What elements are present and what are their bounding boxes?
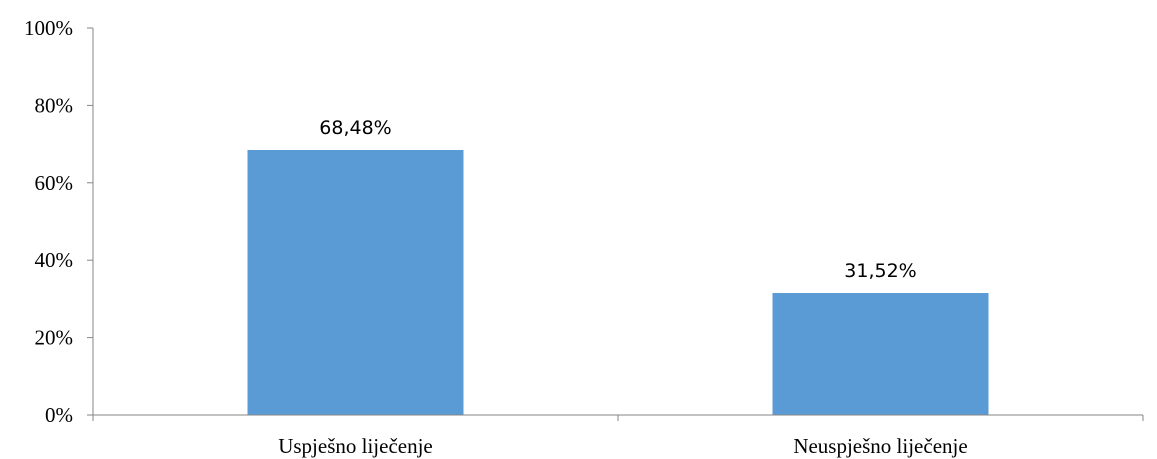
bar-value-label: 31,52% xyxy=(844,260,916,282)
category-label: Uspješno liječenje xyxy=(278,434,433,458)
y-tick-label: 20% xyxy=(35,326,74,350)
bars xyxy=(247,149,989,415)
category-labels: Uspješno liječenje Neuspješno liječenje xyxy=(278,434,967,458)
category-label: Neuspješno liječenje xyxy=(793,434,967,458)
data-labels: 68,48% 31,52% xyxy=(319,117,916,282)
x-axis-ticks xyxy=(92,415,1144,421)
y-tick-label: 40% xyxy=(35,248,74,272)
y-tick-label: 100% xyxy=(24,16,73,40)
bar xyxy=(772,293,989,415)
bar-value-label: 68,48% xyxy=(319,117,391,139)
y-tick-label: 60% xyxy=(35,171,74,195)
y-tick-label: 0% xyxy=(45,403,73,427)
y-axis-ticks: 0% 20% 40% 60% 80% 100% xyxy=(24,16,93,427)
y-tick-label: 80% xyxy=(35,93,74,117)
bar xyxy=(247,149,464,415)
